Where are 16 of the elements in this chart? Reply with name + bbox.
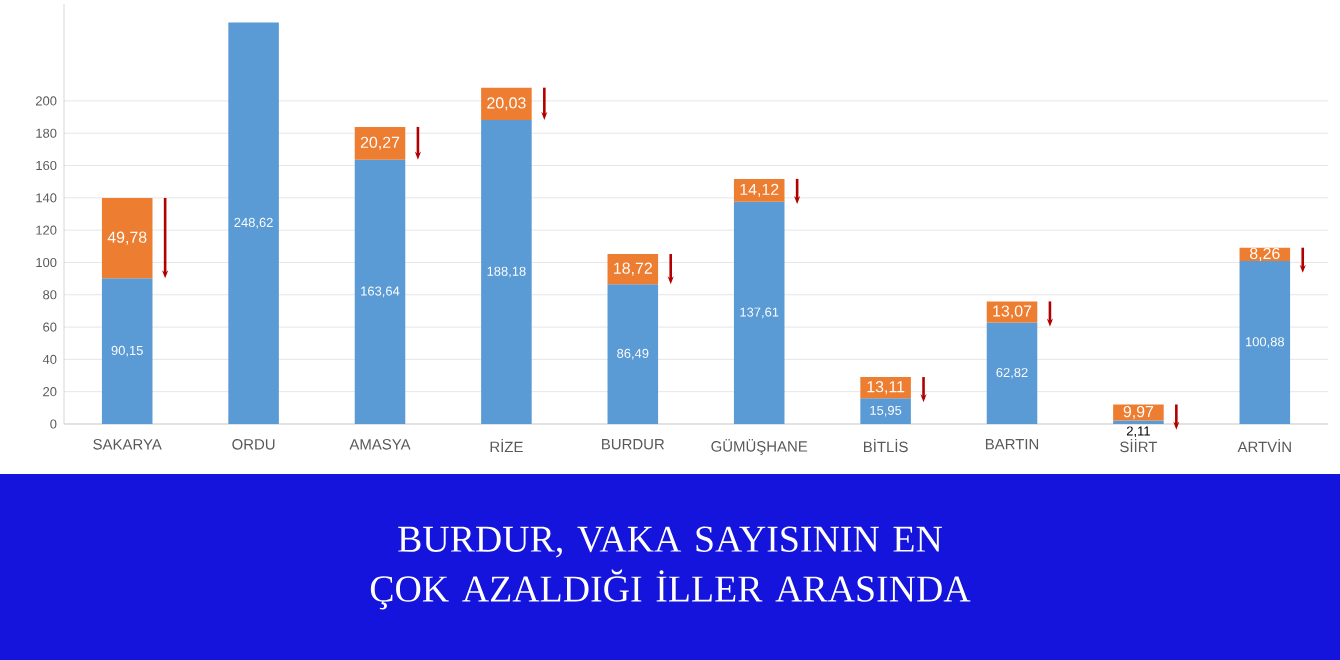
bar bbox=[733, 201, 785, 424]
bar bbox=[860, 398, 911, 424]
text: BURDUR, VAKA SAYISININ EN ÇOK AZALDIĞI İLLER ARASINDA bbox=[370, 526, 971, 610]
bar bbox=[607, 254, 659, 285]
bar bbox=[607, 284, 659, 424]
bar bbox=[481, 120, 532, 424]
bar bbox=[1239, 261, 1291, 424]
bar bbox=[986, 301, 1038, 323]
bar bbox=[481, 87, 532, 121]
bar bbox=[228, 22, 279, 424]
bar bbox=[986, 322, 1038, 424]
bar bbox=[354, 126, 406, 160]
bar bbox=[101, 278, 153, 424]
bar bbox=[101, 197, 153, 279]
bar bbox=[354, 159, 406, 424]
bar bbox=[1113, 404, 1164, 421]
